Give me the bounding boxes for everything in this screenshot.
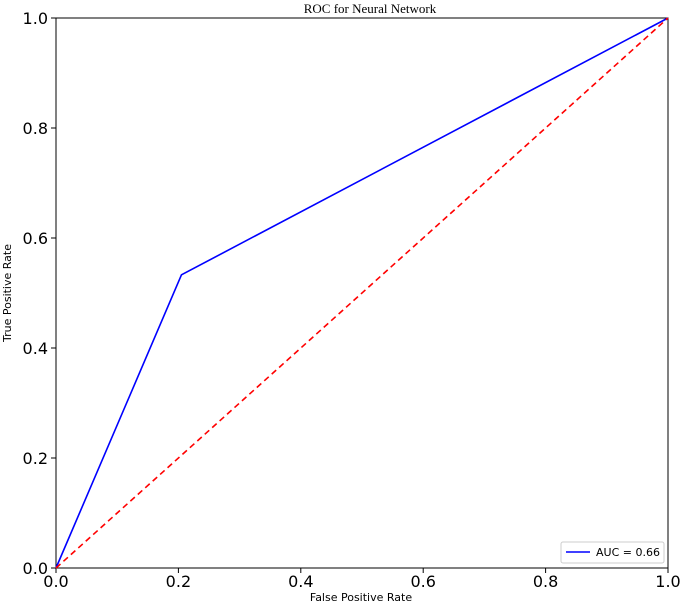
legend-box <box>560 541 665 564</box>
x-tick-label: 0.8 <box>533 572 558 591</box>
x-tick-label: 0.4 <box>288 572 313 591</box>
y-tick-label: 0.8 <box>23 119 48 138</box>
y-axis: 0.0 0.2 0.4 0.6 0.8 1.0 <box>23 9 56 578</box>
x-tick-label: 0.0 <box>43 572 68 591</box>
roc-curve-line <box>55 17 669 569</box>
chance-diagonal-line <box>55 17 669 569</box>
y-tick-label: 0.0 <box>23 559 48 578</box>
y-tick-label: 0.2 <box>23 449 48 468</box>
chart-title: ROC for Neural Network <box>304 1 437 16</box>
series-group <box>55 17 669 569</box>
x-tick-label: 1.0 <box>655 572 680 591</box>
y-tick-label: 0.4 <box>23 339 48 358</box>
x-tick-label: 0.6 <box>410 572 435 591</box>
y-tick-label: 0.6 <box>23 229 48 248</box>
y-axis-label: True Positive Rate <box>1 244 14 343</box>
x-tick-label: 0.2 <box>166 572 191 591</box>
x-axis-label: False Positive Rate <box>310 591 412 604</box>
y-tick-label: 1.0 <box>23 9 48 28</box>
legend-label-auc: AUC = 0.66 <box>596 546 660 559</box>
x-axis: 0.0 0.2 0.4 0.6 0.8 1.0 <box>43 568 681 591</box>
legend: AUC = 0.66 <box>560 541 665 564</box>
plot-area <box>55 17 669 569</box>
